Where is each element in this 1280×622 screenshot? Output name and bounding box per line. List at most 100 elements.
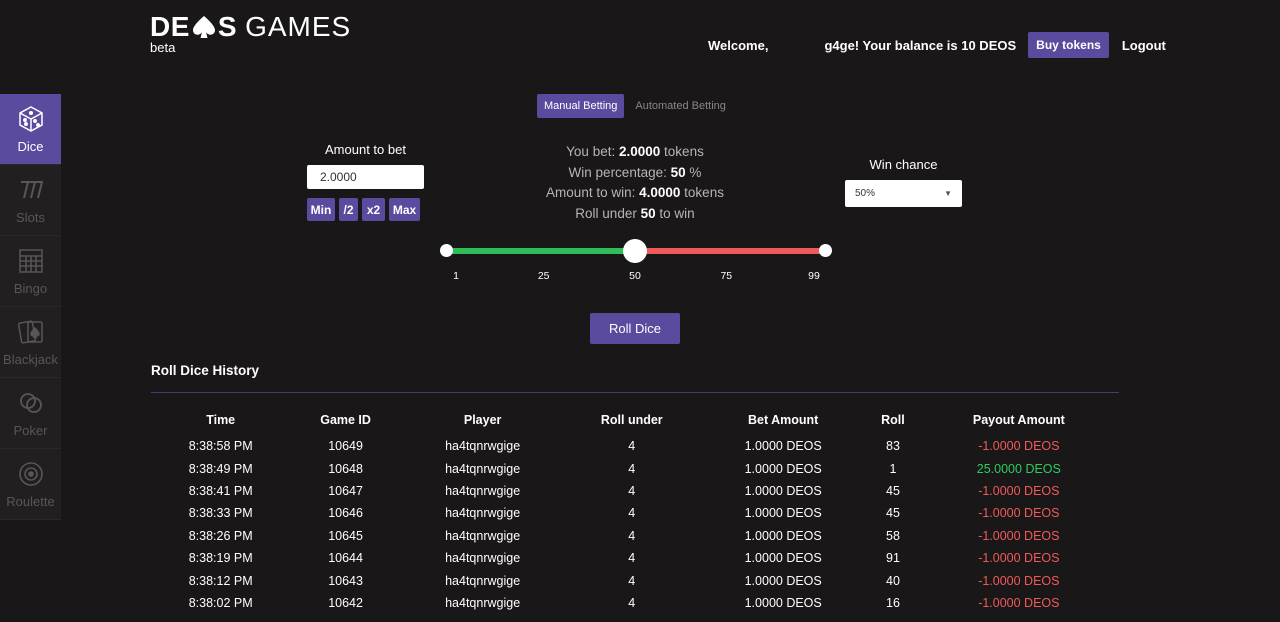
table-cell: 4 xyxy=(628,461,636,476)
sidebar-item-poker[interactable]: Poker xyxy=(0,378,61,449)
table-cell: 4 xyxy=(628,573,636,588)
slider-tick-label: 25 xyxy=(537,270,550,282)
table-cell: ha4tqnrwgige xyxy=(445,483,521,498)
dice-icon xyxy=(18,105,43,132)
table-cell: 83 xyxy=(886,439,900,454)
table-cell: 8:38:26 PM xyxy=(188,528,253,543)
tab-automated-betting[interactable]: Automated Betting xyxy=(635,100,726,112)
roulette-icon xyxy=(18,461,43,486)
double-button[interactable]: x2 xyxy=(362,198,385,221)
tab-manual-betting[interactable]: Manual Betting xyxy=(537,94,625,118)
bet-summary: You bet: 2.0000 tokens Win percentage: 5… xyxy=(490,142,780,224)
logo-deos-left: DE xyxy=(150,11,190,42)
sidebar-item-label: Roulette xyxy=(6,493,55,509)
slider-tick-label: 50 xyxy=(629,270,641,282)
win-chance-value: 50% xyxy=(855,188,876,199)
table-cell: 25.0000 DEOS xyxy=(976,461,1061,476)
table-cell: 45 xyxy=(886,506,900,521)
table-cell: 1.0000 DEOS xyxy=(744,573,822,588)
sidebar-item-slots[interactable]: Slots xyxy=(0,165,61,236)
table-cell: 10645 xyxy=(328,528,363,543)
slots-icon xyxy=(20,180,43,198)
table-cell: -1.0000 DEOS xyxy=(978,506,1060,521)
table-cell: ha4tqnrwgige xyxy=(445,551,521,566)
table-cell: 40 xyxy=(886,573,900,588)
table-cell: 4 xyxy=(628,506,636,521)
table-cell: -1.0000 DEOS xyxy=(978,551,1060,566)
table-cell: ha4tqnrwgige xyxy=(445,439,521,454)
table-cell: 10647 xyxy=(328,483,363,498)
logo-deos-right: S xyxy=(217,11,238,42)
table-cell: 10649 xyxy=(328,439,363,454)
history-title: Roll Dice History xyxy=(151,363,260,378)
betting-mode-tabs: Manual Betting Automated Betting xyxy=(537,94,733,118)
column-header: Bet Amount xyxy=(747,413,819,427)
table-cell: 8:38:19 PM xyxy=(188,551,253,566)
bingo-icon xyxy=(18,248,43,273)
table-cell: 8:38:49 PM xyxy=(188,461,253,476)
table-cell: -1.0000 DEOS xyxy=(978,595,1060,610)
sidebar-item-bingo[interactable]: Bingo xyxy=(0,236,61,307)
roll-dice-button[interactable]: Roll Dice xyxy=(590,313,680,344)
cards-icon xyxy=(17,319,43,344)
table-cell: 10642 xyxy=(328,595,363,610)
table-cell: 8:38:12 PM xyxy=(188,573,253,588)
sidebar-item-label: Dice xyxy=(17,138,44,154)
column-header: Player xyxy=(463,413,502,427)
amount-buttons: Min /2 x2 Max xyxy=(307,198,424,221)
win-chance-select[interactable]: 50% ▼ xyxy=(845,180,962,207)
table-cell: ha4tqnrwgige xyxy=(445,528,521,543)
table-cell: 4 xyxy=(628,595,636,610)
win-chance: Win chance 50% ▼ xyxy=(845,157,962,207)
slider-track-win xyxy=(443,248,635,254)
buy-tokens-button[interactable]: Buy tokens xyxy=(1028,32,1109,58)
welcome-text: Welcome, xyxy=(708,37,769,53)
half-button[interactable]: /2 xyxy=(339,198,358,221)
table-cell: 8:38:58 PM xyxy=(188,439,253,454)
table-cell: -1.0000 DEOS xyxy=(978,573,1060,588)
table-cell: 4 xyxy=(628,551,636,566)
summary-you-bet: You bet: 2.0000 tokens xyxy=(566,144,704,159)
chips-icon xyxy=(19,392,42,413)
balance-text: g4ge! Your balance is 10 DEOS xyxy=(824,37,1017,53)
table-row: 8:38:02 PM 10642 ha4tqnrwgige 4 1.0000 DEOS 1… xyxy=(151,592,1119,614)
slider-tick-label: 99 xyxy=(808,270,820,282)
sidebar-item-label: Bingo xyxy=(13,280,48,296)
logout-link[interactable]: Logout xyxy=(1121,37,1166,53)
roll-slider[interactable] xyxy=(440,239,832,263)
table-row: 8:38:33 PM 10646 ha4tqnrwgige 4 1.0000 DEOS 4… xyxy=(151,502,1119,524)
amount-input[interactable] xyxy=(307,165,424,189)
slider-handle[interactable] xyxy=(623,239,647,263)
logo-wordmark: DE S xyxy=(150,12,237,42)
min-button[interactable]: Min xyxy=(307,198,335,221)
table-cell: 8:38:41 PM xyxy=(188,483,253,498)
header-user-area: Welcome, g4ge! Your balance is 10 DEOS B… xyxy=(708,32,1166,58)
table-row: 8:38:19 PM 10644 ha4tqnrwgige 4 1.0000 DEOS 9… xyxy=(151,547,1119,569)
logo[interactable]: DE S GAMES beta xyxy=(150,11,352,56)
column-header: Roll under xyxy=(600,413,663,427)
table-cell: 1.0000 DEOS xyxy=(744,528,822,543)
table-cell: 45 xyxy=(886,483,900,498)
table-cell: ha4tqnrwgige xyxy=(445,506,521,521)
sidebar-item-roulette[interactable]: Roulette xyxy=(0,449,61,520)
column-header: Time xyxy=(206,413,236,427)
table-cell: 1.0000 DEOS xyxy=(744,506,822,521)
table-row: 8:38:49 PM 10648 ha4tqnrwgige 4 1.0000 DEOS 1… xyxy=(151,457,1119,479)
table-cell: 8:38:02 PM xyxy=(188,595,253,610)
column-header: Payout Amount xyxy=(972,413,1065,427)
logo-games: GAMES xyxy=(245,11,352,42)
summary-roll-under: Roll under 50 to win xyxy=(575,205,695,221)
sidebar-item-dice[interactable]: Dice xyxy=(0,94,61,165)
table-cell: 1.0000 DEOS xyxy=(744,483,822,498)
sidebar-item-blackjack[interactable]: Blackjack xyxy=(0,307,61,378)
table-cell: 8:38:33 PM xyxy=(188,506,253,521)
sidebar-item-label: Blackjack xyxy=(3,351,58,367)
table-cell: 91 xyxy=(886,551,900,566)
max-button[interactable]: Max xyxy=(389,198,420,221)
table-row: 8:38:26 PM 10645 ha4tqnrwgige 4 1.0000 DEOS 5… xyxy=(151,525,1119,547)
table-cell: 58 xyxy=(886,528,900,543)
history-header-row: Time Game ID Player Roll under Bet Amount Rol… xyxy=(151,413,1119,435)
table-cell: 1.0000 DEOS xyxy=(744,551,822,566)
game-sidebar: Dice Slots Bingo Blackjack Poker xyxy=(0,94,61,520)
slider-track-lose xyxy=(635,248,827,254)
